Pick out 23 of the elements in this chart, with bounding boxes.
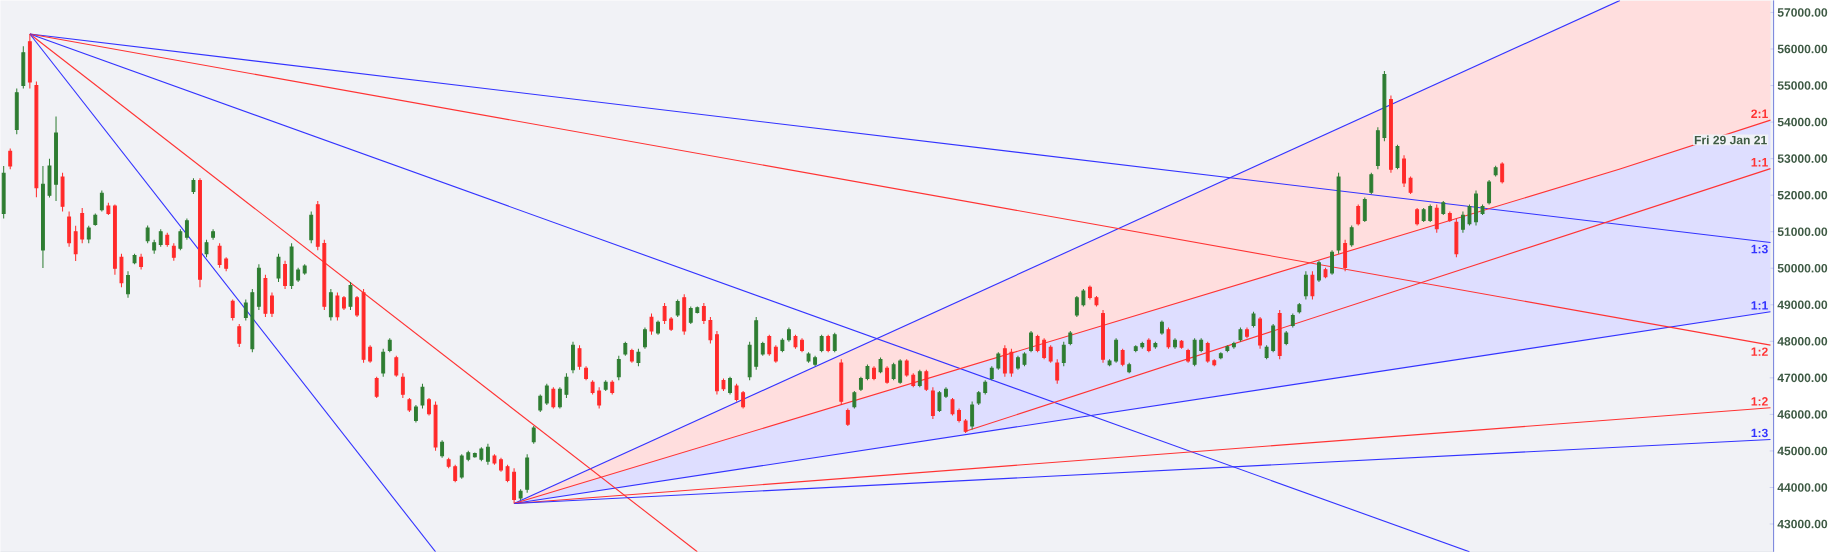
y-tick-label: 54000.00: [1777, 117, 1828, 127]
series-label: 1:1: [1751, 301, 1768, 310]
y-tick-label: 53000.00: [1777, 154, 1828, 163]
series-label: 1:2: [1751, 347, 1768, 356]
annotation: Fri 29 Jan 21: [1694, 135, 1767, 145]
series-label: 1:1: [1751, 158, 1768, 167]
y-tick-label: 57000.00: [1777, 8, 1828, 17]
y-tick-label: 51000.00: [1777, 227, 1828, 236]
series-label: 1:3: [1751, 428, 1768, 438]
y-tick-label: 56000.00: [1777, 44, 1828, 54]
y-tick-label: 46000.00: [1777, 410, 1828, 419]
y-tick-label: 52000.00: [1777, 190, 1828, 200]
y-tick-label: 48000.00: [1777, 336, 1828, 346]
series-label: 2:1: [1751, 109, 1768, 118]
y-tick-label: 50000.00: [1777, 263, 1828, 273]
y-tick-label: 45000.00: [1777, 446, 1828, 456]
y-tick-label: 43000.00: [1777, 519, 1828, 529]
series-label: 1:3: [1751, 244, 1768, 254]
y-tick-label: 49000.00: [1777, 300, 1828, 309]
series-label: 1:2: [1751, 397, 1768, 406]
y-tick-label: 44000.00: [1777, 483, 1828, 492]
y-tick-label: 47000.00: [1777, 373, 1828, 383]
y-tick-label: 55000.00: [1777, 81, 1828, 90]
